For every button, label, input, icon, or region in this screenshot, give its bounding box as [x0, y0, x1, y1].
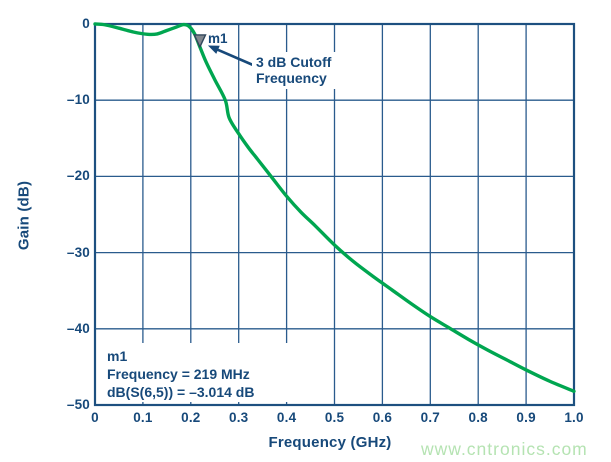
x-tick-label: 0.1 [133, 410, 153, 425]
x-tick-label: 0.2 [181, 410, 201, 425]
x-tick-label: 1.0 [564, 410, 584, 425]
info-line-gain: dB(S(6,5)) = –3.014 dB [107, 384, 255, 400]
marker-info-box: m1 Frequency = 219 MHz dB(S(6,5)) = –3.0… [100, 343, 293, 402]
annotation-line: Frequency [256, 70, 327, 86]
x-tick-label: 0 [91, 410, 99, 425]
x-tick-label: 0.4 [276, 410, 297, 425]
x-tick-label: 0.6 [372, 410, 393, 425]
x-tick-label: 0.7 [420, 410, 440, 425]
x-tick-label: 0.9 [516, 410, 536, 425]
y-tick-label: –50 [66, 397, 90, 412]
x-axis-title: Frequency (GHz) [268, 434, 392, 451]
watermark-text: www.cntronics.com [421, 439, 588, 459]
plot-border [93, 22, 576, 407]
y-tick-label: –30 [66, 244, 90, 260]
x-tick-label: 0.3 [229, 410, 249, 425]
y-axis-title: Gain (dB) [15, 180, 33, 251]
marker-m1-label: m1 [208, 31, 228, 46]
cutoff-annotation: 3 dB Cutoff Frequency [252, 52, 338, 89]
y-tick-label: –10 [66, 92, 90, 108]
annotation-line: 3 dB Cutoff [256, 54, 332, 70]
x-tick-label: 0.5 [324, 410, 345, 425]
annotation-arrow-head [207, 45, 220, 54]
y-tick-label: 0 [82, 16, 90, 31]
info-line-frequency: Frequency = 219 MHz [107, 366, 250, 382]
info-line-marker-id: m1 [107, 348, 128, 364]
marker-m1-triangle [193, 34, 207, 49]
x-tick-label: 0.8 [468, 410, 488, 425]
y-tick-label: –20 [66, 168, 90, 184]
y-tick-label: –40 [66, 320, 90, 336]
annotation-arrow-shaft [215, 47, 254, 67]
gain-curve [93, 22, 576, 393]
